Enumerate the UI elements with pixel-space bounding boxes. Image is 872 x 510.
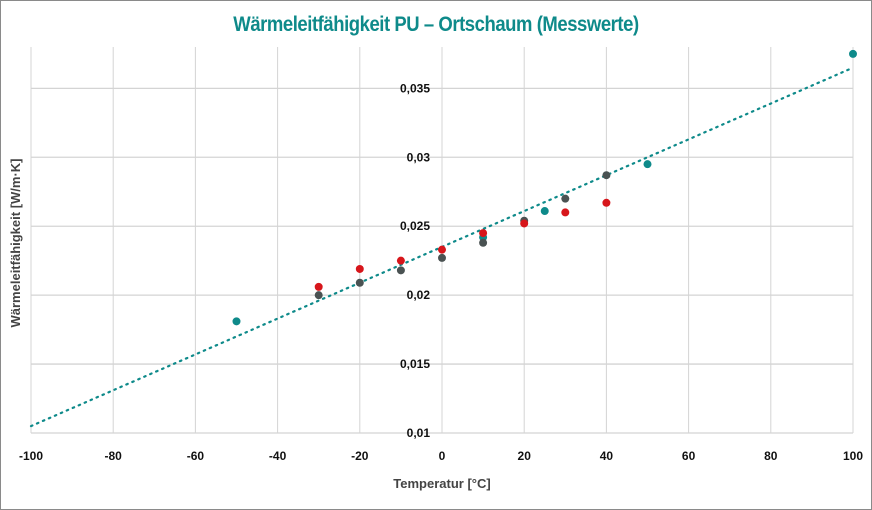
y-tick-label: 0,015 [400, 357, 430, 371]
data-point-series-2 [479, 238, 488, 247]
x-tick-label: -80 [105, 449, 123, 463]
data-point-series-1 [643, 160, 652, 169]
y-tick-label: 0,025 [400, 219, 430, 233]
grid [30, 47, 854, 434]
x-tick-label: 40 [600, 449, 614, 463]
data-point-series-2 [602, 171, 611, 180]
data-points [232, 49, 857, 326]
chart-title: Wärmeleitfähigkeit PU – Ortschaum (Messw… [233, 13, 639, 36]
data-point-series-3 [561, 208, 570, 217]
y-tick-label: 0,01 [407, 426, 431, 440]
x-tick-label: -60 [187, 449, 205, 463]
x-tick-labels: -100 -80 -60 -40 -20 0 20 40 60 80 100 [19, 449, 863, 463]
y-tick-label: 0,035 [400, 81, 430, 95]
y-tick-labels: 0,01 0,015 0,02 0,025 0,03 0,035 [400, 81, 430, 440]
data-point-series-2 [561, 194, 570, 203]
x-tick-label: -40 [269, 449, 287, 463]
data-point-series-1 [540, 207, 549, 216]
data-point-series-2 [355, 278, 364, 287]
y-axis-label: Wärmeleitfähigkeit [W/m·K] [8, 158, 23, 327]
data-point-series-2 [314, 291, 323, 300]
y-tick-label: 0,03 [407, 150, 431, 164]
data-point-series-3 [355, 264, 364, 273]
data-point-series-3 [438, 245, 446, 254]
data-point-series-1 [849, 49, 857, 58]
x-tick-label: 20 [518, 449, 532, 463]
data-point-series-3 [479, 229, 488, 238]
x-tick-label: 60 [682, 449, 696, 463]
data-point-series-1 [232, 317, 241, 326]
data-point-series-3 [602, 198, 611, 207]
x-tick-label: -20 [351, 449, 369, 463]
data-point-series-2 [396, 266, 405, 275]
x-axis-label: Temperatur [°C] [393, 476, 490, 491]
x-tick-label: 0 [439, 449, 446, 463]
x-tick-label: 80 [764, 449, 778, 463]
x-tick-label: -100 [19, 449, 43, 463]
data-point-series-2 [438, 253, 446, 262]
x-tick-label: 100 [843, 449, 863, 463]
data-point-series-3 [314, 282, 323, 291]
data-point-series-3 [396, 256, 405, 265]
data-point-series-3 [520, 219, 529, 228]
y-tick-label: 0,02 [407, 288, 431, 302]
